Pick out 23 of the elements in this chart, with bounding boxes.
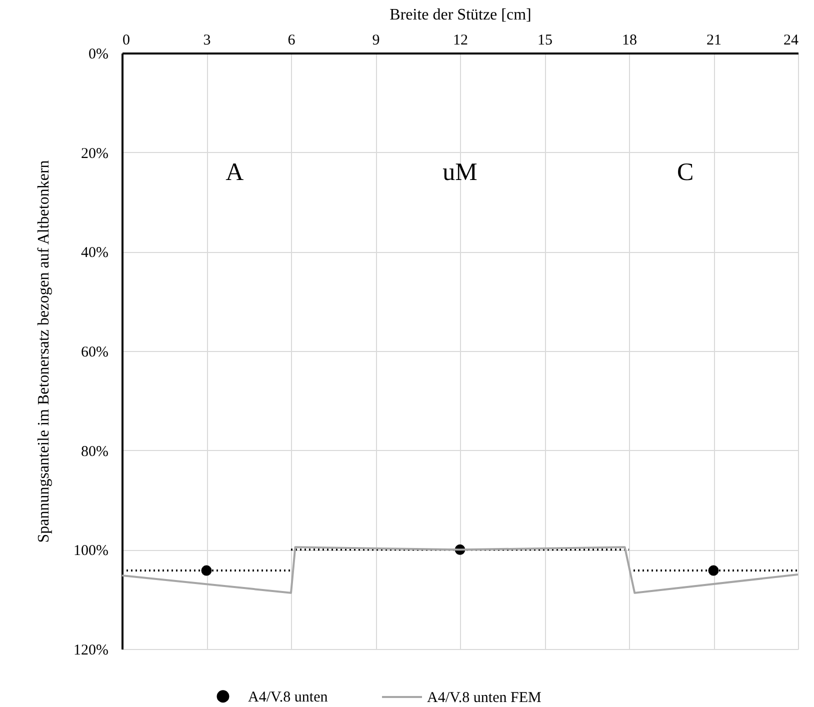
x-tick-label: 15 [538,32,552,48]
annotation: A [226,159,244,186]
y-axis-title: Spannungsanteile im Betonersatz bezogen auf Altbetonkern [36,160,53,543]
x-tick-label: 12 [453,32,468,48]
y-tick-label: 40% [81,245,108,262]
x-tick-label: 18 [622,32,637,48]
x-tick-label: 6 [288,32,296,48]
x-tick-label: 21 [706,32,722,48]
x-axis-title: Breite der Stütze [cm] [390,6,532,24]
annotation: C [676,159,694,186]
y-tick-label: 80% [81,444,108,460]
x-tick-label: 0 [122,32,130,48]
annotation: uM [442,159,478,186]
y-tick-label: 100% [74,543,108,560]
x-tick-label: 9 [372,32,380,48]
y-tick-label: 20% [81,146,108,162]
legend-label: A4/V.8 unten FEM [427,690,542,706]
legend-label: A4/V.8 unten [248,689,328,706]
x-tick-label: 24 [784,32,799,48]
x-tick-label: 3 [203,32,211,48]
y-tick-label: 60% [81,344,108,360]
y-tick-label: 0% [88,46,108,62]
y-tick-label: 120% [74,642,108,658]
